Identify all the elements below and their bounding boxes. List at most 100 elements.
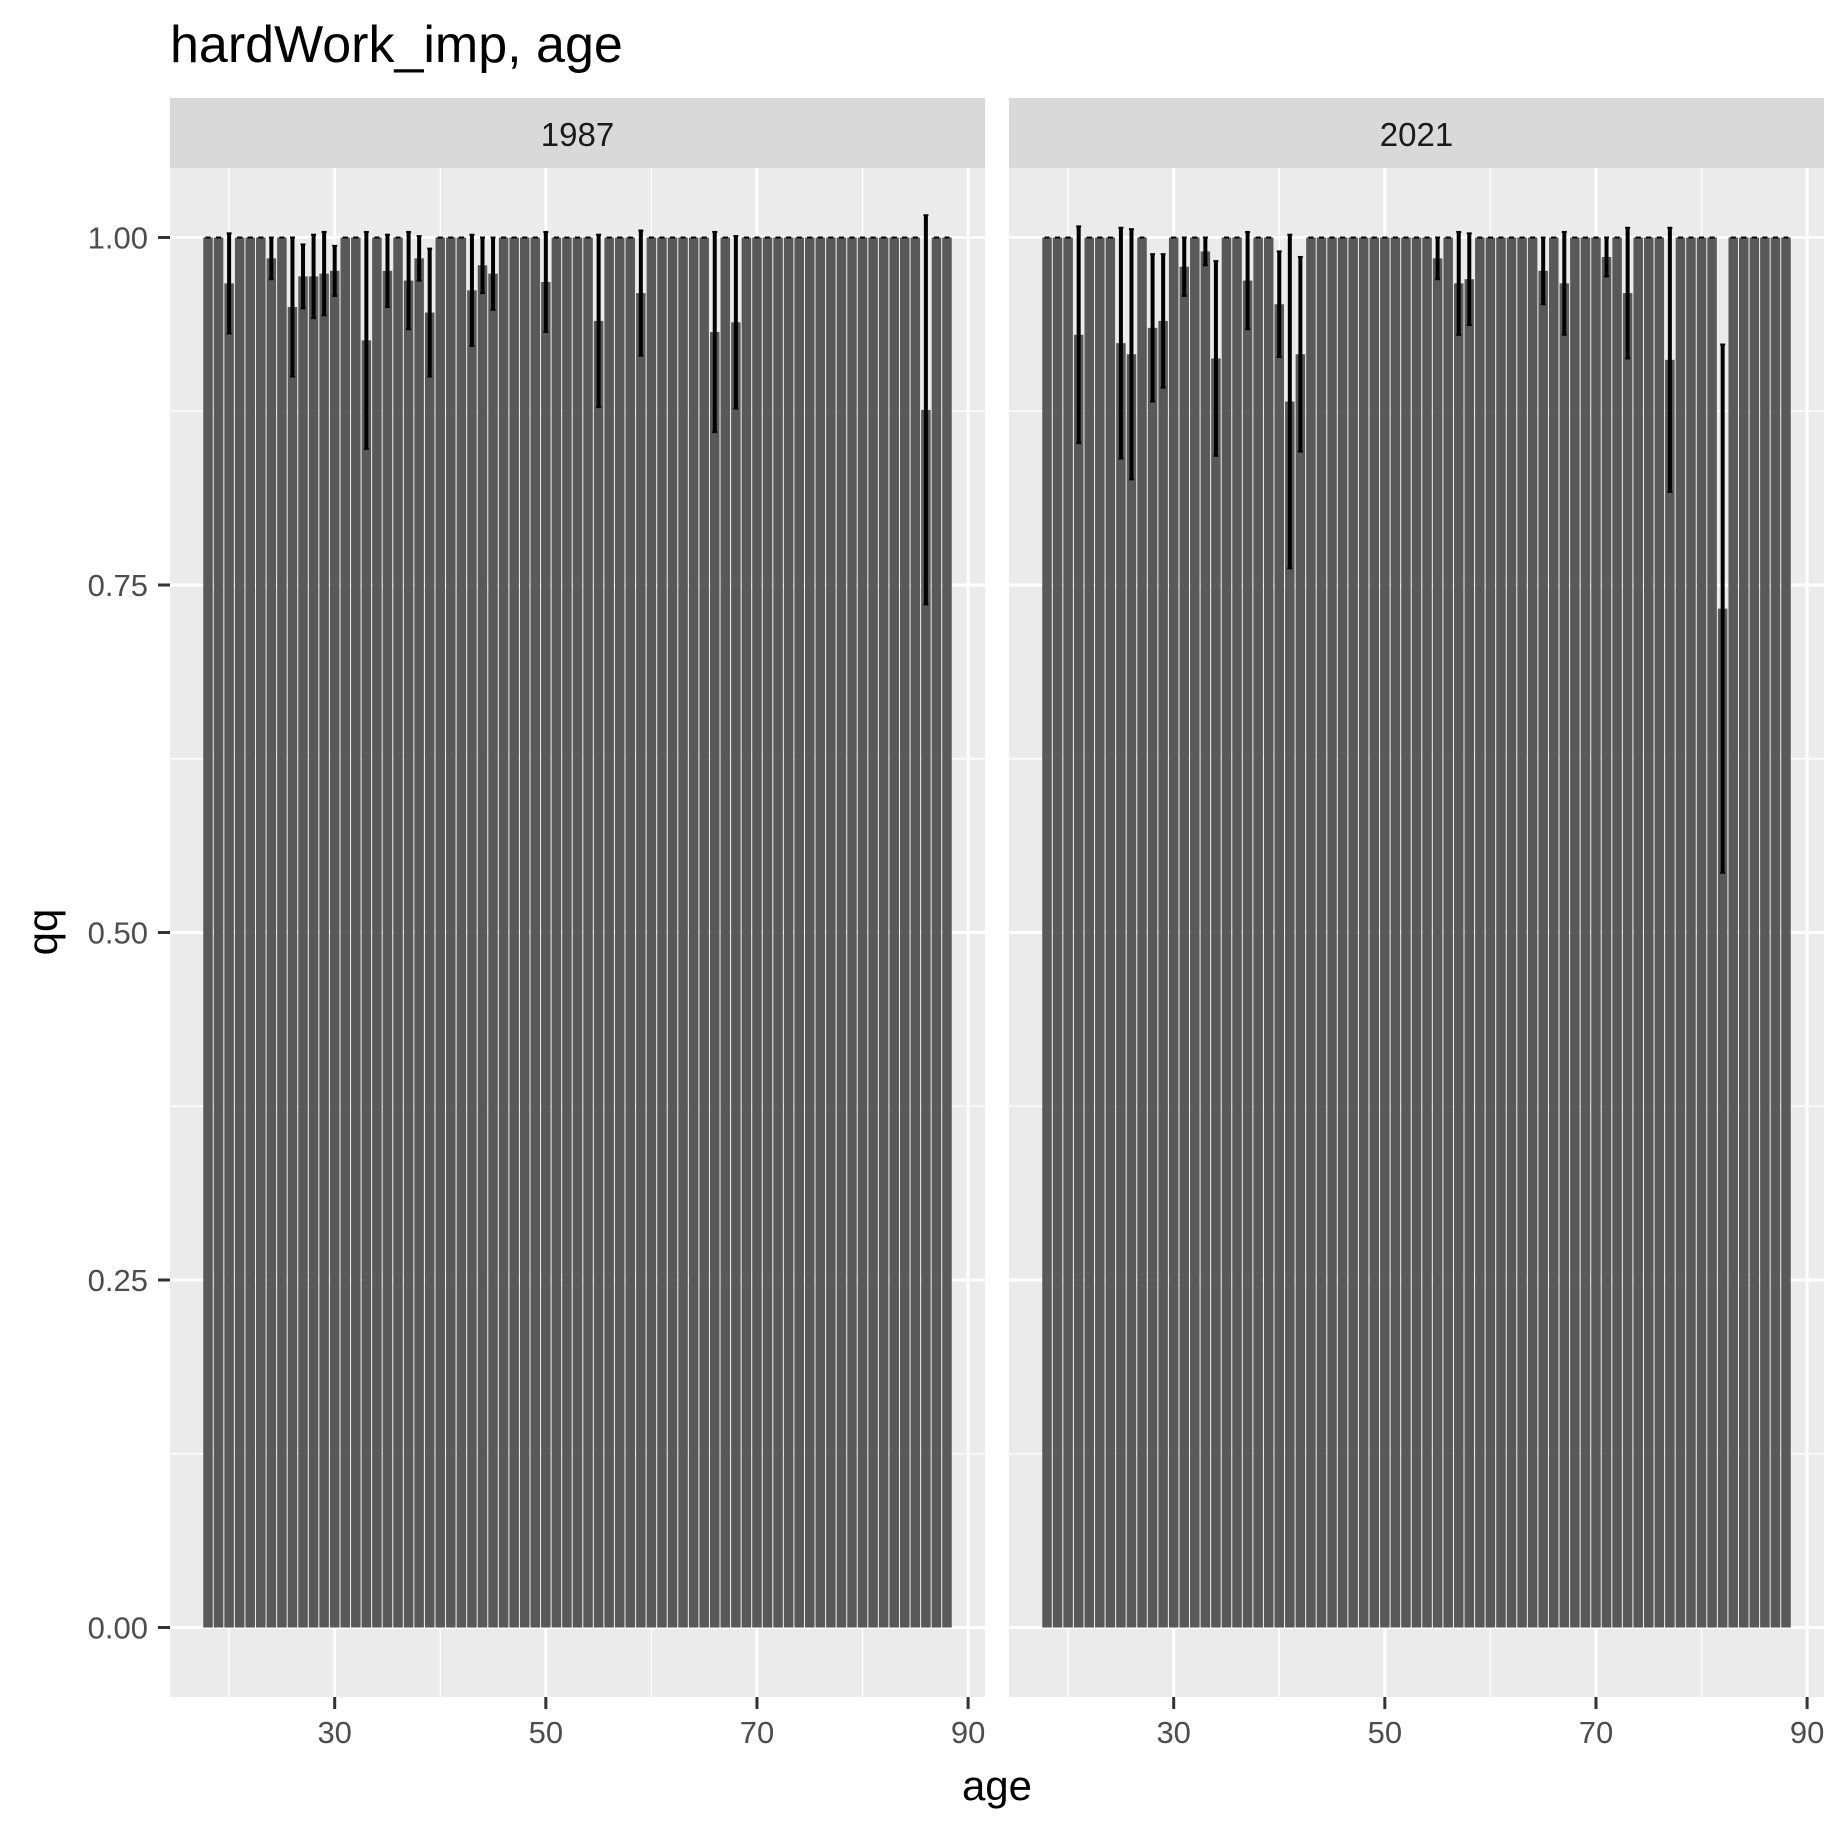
bar-age-46 [1337,237,1348,1628]
bar-age-22 [245,237,255,1628]
bar-age-57 [1453,283,1464,1628]
y-tick-label: 1.00 [88,221,148,256]
x-axis-title: age [962,1762,1032,1809]
bars-2021 [1042,237,1791,1628]
bar-age-56 [604,237,614,1628]
bar-age-29 [1158,320,1168,1628]
bar-age-45 [488,273,498,1628]
bar-age-34 [372,237,382,1628]
bar-age-74 [1633,237,1643,1628]
bar-age-30 [329,270,340,1628]
bar-age-40 [435,237,446,1628]
bar-age-45 [1327,237,1337,1628]
bar-age-84 [900,237,910,1628]
bar-age-53 [572,237,583,1628]
bar-age-25 [1116,343,1126,1628]
bar-age-23 [256,237,266,1628]
bar-age-81 [1707,237,1717,1628]
bar-age-58 [625,237,636,1628]
bar-age-59 [636,293,646,1628]
bar-age-48 [519,237,530,1628]
bar-age-75 [805,237,815,1628]
bars-1987 [203,237,952,1628]
bar-age-87 [931,237,942,1628]
bar-age-73 [1622,293,1633,1628]
bar-age-44 [1316,237,1327,1628]
bar-age-77 [826,237,836,1628]
bar-age-47 [509,237,519,1628]
x-tick-label: 50 [1368,1715,1402,1750]
bar-age-33 [361,340,372,1628]
bar-age-87 [1770,237,1781,1628]
bar-age-27 [298,276,308,1628]
strip-background-1987 [170,98,985,168]
bar-age-78 [836,237,847,1628]
bar-age-36 [1232,237,1242,1628]
bar-age-53 [1411,237,1422,1628]
bar-age-24 [1105,237,1116,1628]
bar-age-72 [1612,237,1622,1628]
bar-age-46 [498,237,509,1628]
bar-age-44 [477,265,488,1628]
bar-age-88 [942,237,952,1628]
y-axis: 0.00 0.25 0.50 0.75 1.00 [88,221,170,1646]
bar-age-57 [614,237,625,1628]
bar-age-75 [1644,237,1654,1628]
y-tick-label: 0.00 [88,1611,148,1646]
bar-age-56 [1443,237,1453,1628]
strip-label-2021: 2021 [1380,116,1453,153]
bar-age-31 [1179,266,1189,1628]
strip-label-1987: 1987 [541,116,614,153]
bar-age-34 [1211,358,1221,1628]
bar-age-76 [1654,237,1665,1628]
bar-age-35 [1221,237,1232,1628]
bar-age-61 [657,237,667,1628]
bar-age-50 [1380,237,1390,1628]
bar-age-37 [403,280,414,1628]
x-tick-label: 50 [529,1715,563,1750]
bar-age-25 [277,237,287,1628]
bar-age-70 [752,237,762,1628]
bar-age-28 [1147,327,1158,1628]
bar-age-29 [319,273,329,1628]
bar-age-86 [1760,237,1770,1628]
bar-age-59 [1475,237,1485,1628]
bar-age-40 [1274,304,1285,1628]
bar-age-88 [1781,237,1791,1628]
bar-age-41 [446,237,456,1628]
bar-age-66 [1548,237,1559,1628]
error-bars-1987 [205,214,950,606]
strip-background-2021 [1009,98,1824,168]
bar-age-73 [783,237,794,1628]
x-tick-label: 70 [1579,1715,1613,1750]
bar-age-79 [847,237,857,1628]
bar-age-38 [1253,237,1263,1628]
bar-age-26 [1126,354,1137,1628]
bar-age-62 [667,237,678,1628]
bar-age-43 [467,290,477,1628]
error-bars-2021 [1044,225,1789,874]
bar-age-18 [203,237,213,1628]
bar-age-60 [1485,237,1496,1628]
bar-age-49 [1369,237,1380,1628]
bar-age-85 [910,237,921,1628]
x-tick-label: 30 [1156,1715,1190,1750]
bar-age-68 [1570,237,1580,1628]
bar-age-70 [1591,237,1601,1628]
bar-age-81 [868,237,878,1628]
bar-age-48 [1358,237,1369,1628]
bar-age-19 [213,237,224,1628]
bar-age-58 [1464,279,1475,1628]
bar-age-22 [1084,237,1094,1628]
bar-age-52 [1401,237,1411,1628]
bar-age-41 [1285,401,1295,1628]
bar-age-71 [762,237,773,1628]
bar-age-23 [1095,237,1105,1628]
bar-age-18 [1042,237,1052,1628]
bar-age-82 [1717,608,1728,1628]
bar-age-39 [424,312,435,1628]
bar-age-80 [857,237,868,1628]
bar-age-62 [1506,237,1517,1628]
x-tick-label: 90 [1790,1715,1824,1750]
